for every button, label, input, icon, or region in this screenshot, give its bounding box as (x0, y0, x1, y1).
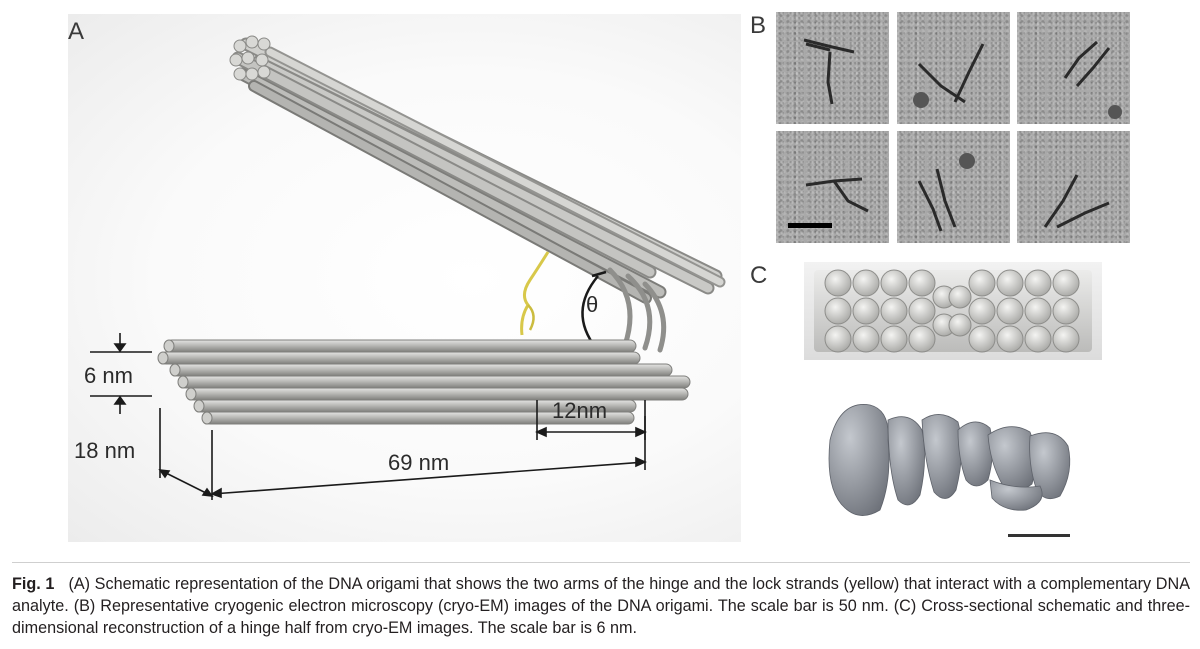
panel-c-letter: C (750, 262, 768, 289)
dimension-6nm-label: 6 nm (84, 363, 133, 388)
scale-bar-50nm (788, 223, 832, 228)
cryo-em-image-4 (776, 131, 889, 243)
caption-label: Fig. 1 (12, 575, 55, 593)
caption-separator (12, 562, 1190, 563)
theta-label: θ (586, 292, 599, 317)
cross-section-schematic (804, 262, 1102, 360)
dna-origami-hinge-schematic (90, 35, 726, 500)
figure-caption: Fig. 1 (A) Schematic representation of t… (12, 573, 1190, 639)
cryo-em-image-5 (897, 131, 1010, 243)
cryo-em-image-6 (1017, 131, 1130, 243)
dimension-12nm-label: 12nm (552, 398, 608, 423)
panel-a-letter: A (68, 18, 85, 45)
panel-b-letter: B (750, 12, 767, 39)
scale-bar-6nm (1008, 534, 1070, 537)
top-arm (231, 37, 726, 304)
cryo-em-image-2 (897, 12, 1010, 124)
caption-text: (A) Schematic representation of the DNA … (12, 575, 1190, 637)
3d-reconstruction (828, 404, 1071, 516)
cryo-em-image-3 (1017, 12, 1130, 124)
dimension-69nm-label: 69 nm (388, 450, 450, 475)
hinge-connectors (607, 267, 667, 353)
cryo-em-image-1 (776, 12, 889, 124)
dimension-18nm-label: 18 nm (74, 438, 136, 463)
top-arm-end-caps (229, 35, 271, 81)
bottom-arm (157, 339, 691, 425)
lock-strand (520, 251, 550, 336)
dimension-lines (90, 333, 647, 500)
